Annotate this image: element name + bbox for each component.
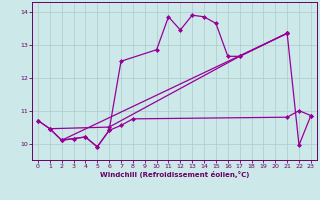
X-axis label: Windchill (Refroidissement éolien,°C): Windchill (Refroidissement éolien,°C) [100, 171, 249, 178]
